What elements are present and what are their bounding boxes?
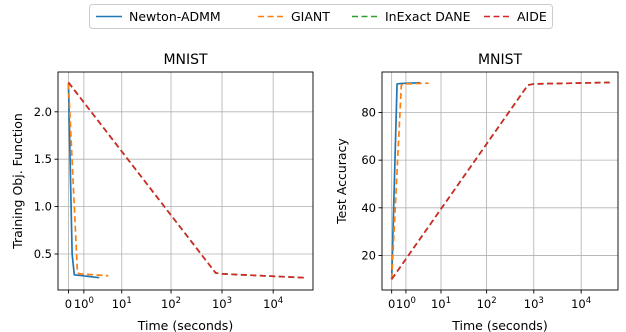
y-axis-label-left: Training Obj. Function [10,113,25,250]
x-tick-label-left: 100 [74,296,94,311]
x-tick-label-exponent: 2 [176,296,181,306]
x-tick-label-exponent: 1 [446,296,451,306]
chart-title-right: MNIST [478,52,523,68]
x-tick-label-left: 101 [112,296,132,311]
series-line-aide-right [390,81,610,280]
grid-right [382,72,618,290]
series-line-newton-admm-left [67,83,100,279]
legend-frame [89,4,553,29]
x-tick-label-base: 10 [161,297,176,311]
legend-label-newton-admm: Newton-ADMM [129,9,221,24]
plot-frame-right [381,71,619,291]
series-group-right [390,81,610,280]
legend-label-giant: GIANT [291,9,330,24]
x-tick-label-base: 10 [524,297,539,311]
series-group-left [67,81,305,279]
x-tick-label-right: 101 [431,296,451,311]
x-tick-label-base: 10 [571,297,586,311]
legend-label-inexact-dane: InExact DANE [385,9,471,24]
x-tick-label-left: 104 [263,296,283,311]
series-line-giant-left [67,83,109,277]
x-tick-label-left: 102 [161,296,181,311]
x-tick-label-exponent: 4 [586,296,591,306]
x-tick-label-right: 103 [524,296,544,311]
y-tick-label-right: 80 [361,106,376,120]
chart-title-left: MNIST [163,52,208,68]
y-axis-label-right: Test Accuracy [334,138,349,225]
x-tick-label-exponent: 4 [278,296,283,306]
x-tick-label-base: 0 [65,297,72,311]
legend-label-aide: AIDE [517,9,547,24]
x-tick-label-exponent: 1 [126,296,131,306]
series-line-inexact-dane-right [390,81,610,280]
y-tick-label-left: 1.5 [34,152,52,166]
x-tick-label-base: 10 [477,297,492,311]
x-tick-label-right: 0 [388,297,395,311]
x-tick-label-base: 10 [396,297,411,311]
x-tick-label-exponent: 0 [88,296,93,306]
x-tick-label-exponent: 3 [538,296,543,306]
x-tick-label-left: 103 [212,296,232,311]
grid-left [58,72,313,290]
y-tick-label-right: 60 [361,153,376,167]
x-tick-label-right: 104 [571,296,591,311]
y-tick-label-left: 1.0 [34,200,52,214]
x-tick-label-base: 10 [431,297,446,311]
y-tick-label-right: 40 [361,201,376,215]
x-axis-label-right: Time (seconds) [451,318,547,332]
x-tick-label-right: 102 [477,296,497,311]
x-tick-label-base: 10 [263,297,278,311]
y-tick-label-left: 2.0 [34,105,52,119]
y-tick-label-left: 0.5 [34,247,52,261]
series-line-giant-right [390,82,429,280]
x-tick-label-exponent: 3 [227,296,232,306]
legend: Newton-ADMM GIANT InExact DANE AIDE [89,4,553,29]
y-tick-label-right: 20 [361,248,376,262]
x-tick-label-left: 0 [65,297,72,311]
x-tick-label-base: 10 [112,297,127,311]
x-tick-label-base: 10 [74,297,89,311]
x-tick-label-exponent: 0 [411,296,416,306]
x-axis-label-left: Time (seconds) [137,318,233,332]
x-tick-label-base: 10 [212,297,227,311]
x-tick-label-base: 0 [388,297,395,311]
x-tick-label-right: 100 [396,296,416,311]
x-tick-label-exponent: 2 [491,296,496,306]
plot-frame-left [57,71,314,291]
series-line-aide-left [67,81,305,279]
